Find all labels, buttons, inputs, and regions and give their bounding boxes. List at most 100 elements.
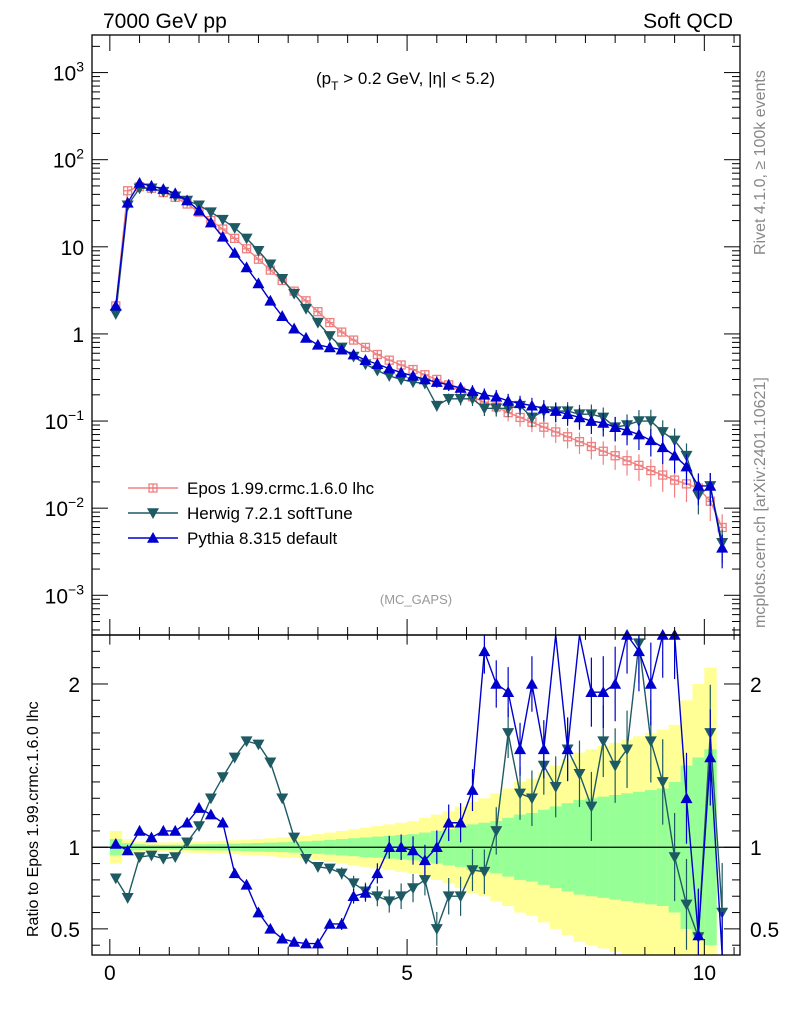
data-point — [359, 354, 372, 365]
data-point — [574, 437, 585, 447]
data-point — [621, 424, 634, 436]
data-point — [514, 397, 527, 409]
data-point — [525, 399, 538, 411]
data-point — [478, 403, 491, 415]
ratio-point — [311, 862, 324, 873]
ratio-point — [252, 739, 265, 751]
data-point — [372, 349, 383, 360]
ratio-y-tick-label-left: 2 — [68, 674, 80, 697]
ratio-point — [169, 824, 182, 836]
data-point — [204, 216, 217, 228]
ratio-point — [347, 890, 360, 902]
ratio-point — [514, 743, 527, 755]
data-point — [311, 338, 324, 350]
ratio-point — [157, 824, 170, 836]
data-point — [288, 288, 301, 300]
y-tick-label: 10 — [61, 237, 84, 260]
ratio-point — [466, 784, 479, 795]
data-point — [668, 449, 681, 461]
ratio-point — [442, 891, 455, 903]
ratio-point — [181, 816, 194, 828]
ratio-y-tick-label-right: 1 — [750, 837, 762, 860]
data-point — [123, 186, 133, 196]
ratio-point — [276, 793, 289, 805]
data-point — [216, 230, 229, 242]
data-point — [230, 233, 240, 244]
data-point — [537, 402, 550, 414]
ratio-point — [276, 932, 289, 944]
data-point — [622, 456, 632, 466]
ratio-point — [418, 854, 431, 866]
ratio-point — [228, 752, 241, 764]
data-point — [300, 331, 313, 343]
data-point — [561, 408, 574, 419]
ratio-point — [288, 832, 301, 844]
ratio-point — [454, 891, 467, 903]
mcplots-source-label: mcplots.cern.ch [arXiv:2401.10621] — [752, 377, 769, 628]
data-point — [133, 177, 146, 188]
data-point — [228, 246, 241, 258]
data-point — [313, 307, 323, 317]
ratio-point — [597, 686, 610, 697]
data-point — [490, 403, 503, 415]
data-point — [145, 179, 158, 191]
ratio-point — [454, 816, 467, 828]
ratio-point — [121, 844, 134, 856]
kinematic-cut-label: (pT > 0.2 GeV, |η| < 5.2) — [316, 69, 495, 93]
ratio-point — [181, 837, 194, 849]
data-point — [228, 223, 241, 234]
data-point — [360, 342, 371, 353]
data-point — [646, 465, 656, 476]
data-point — [407, 369, 420, 381]
ratio-point — [418, 875, 431, 886]
data-point — [454, 394, 467, 405]
ratio-point — [680, 792, 693, 804]
data-point — [598, 446, 608, 456]
series-line-0 — [115, 185, 723, 528]
ratio-point — [632, 645, 645, 657]
data-point — [549, 405, 562, 416]
ratio-point — [145, 850, 158, 862]
data-point — [240, 261, 253, 273]
ratio-point — [656, 777, 669, 788]
ratio-point — [585, 686, 598, 697]
ratio-point — [478, 645, 491, 657]
rivet-version-label: Rivet 4.1.0, ≥ 100k events — [752, 70, 769, 255]
analysis-name: (MC_GAPS) — [380, 592, 452, 607]
data-point — [656, 427, 669, 438]
data-point — [252, 245, 265, 257]
ratio-point — [407, 883, 420, 895]
data-point — [348, 335, 359, 345]
data-point — [169, 187, 182, 199]
ratio-point — [335, 917, 348, 929]
ratio-point — [644, 736, 657, 748]
data-point — [669, 475, 680, 485]
data-point — [656, 441, 669, 453]
ratio-point — [680, 899, 693, 911]
legend-marker-shape — [147, 508, 159, 519]
data-point — [466, 394, 479, 405]
ratio-point — [395, 841, 408, 853]
data-point — [264, 294, 277, 306]
ratio-point — [300, 937, 313, 949]
data-point — [121, 196, 134, 208]
legend-pythia-label: Pythia 8.315 default — [187, 529, 338, 548]
data-point — [109, 309, 122, 320]
ratio-point — [121, 893, 134, 904]
ratio-point — [157, 853, 170, 865]
data-point — [335, 343, 348, 355]
ratio-point — [383, 841, 396, 853]
data-point — [323, 331, 336, 342]
ratio-point — [668, 852, 681, 864]
data-point — [109, 299, 122, 311]
data-point — [454, 381, 467, 393]
data-point — [442, 394, 455, 405]
data-point — [418, 373, 431, 385]
y-tick-label: 10−1 — [45, 407, 85, 434]
main-panel-series — [109, 177, 729, 569]
ratio-point — [537, 743, 550, 755]
series-line-2 — [115, 182, 723, 549]
data-point — [241, 244, 252, 254]
data-point — [632, 416, 645, 428]
data-point — [692, 479, 705, 491]
